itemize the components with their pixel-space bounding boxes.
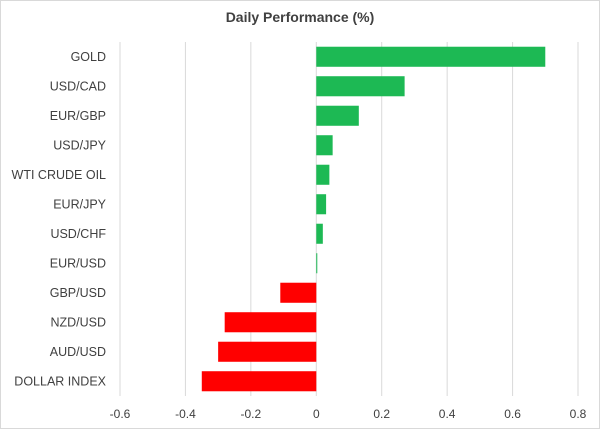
bar bbox=[280, 282, 317, 303]
category-label: USD/JPY bbox=[53, 138, 106, 152]
bars bbox=[201, 46, 546, 392]
x-tick-label: 0 bbox=[313, 407, 320, 421]
bar bbox=[224, 312, 317, 333]
bar bbox=[201, 371, 317, 392]
x-tick-label: -0.6 bbox=[110, 407, 131, 421]
category-label: EUR/USD bbox=[50, 256, 106, 270]
category-labels: GOLD USD/CAD EUR/GBP USD/JPY WTI CRUDE OIL EU… bbox=[12, 50, 107, 389]
bar bbox=[316, 223, 323, 244]
bar bbox=[316, 253, 318, 274]
category-label: GBP/USD bbox=[50, 286, 106, 300]
bar bbox=[316, 135, 333, 156]
category-label: AUD/USD bbox=[50, 345, 106, 359]
category-label: USD/CHF bbox=[50, 227, 106, 241]
bar bbox=[316, 194, 327, 215]
bar bbox=[316, 46, 546, 67]
category-label: DOLLAR INDEX bbox=[14, 374, 106, 388]
category-label: USD/CAD bbox=[50, 79, 106, 93]
bar bbox=[218, 341, 317, 362]
bar bbox=[316, 105, 359, 126]
x-tick-label: -0.4 bbox=[175, 407, 196, 421]
x-tick-label: 0.8 bbox=[570, 407, 587, 421]
category-label: EUR/JPY bbox=[53, 197, 106, 211]
category-label: EUR/GBP bbox=[50, 109, 106, 123]
category-label: NZD/USD bbox=[50, 315, 106, 329]
x-tick-labels: -0.6 -0.4 -0.2 0 0.2 0.4 0.6 0.8 bbox=[110, 407, 587, 421]
category-label: GOLD bbox=[71, 50, 106, 64]
x-tick-label: -0.2 bbox=[241, 407, 262, 421]
bar bbox=[316, 164, 330, 185]
x-tick-label: 0.4 bbox=[439, 407, 456, 421]
category-label: WTI CRUDE OIL bbox=[12, 168, 106, 182]
chart-title: Daily Performance (%) bbox=[226, 9, 375, 25]
gridlines bbox=[119, 42, 579, 396]
x-tick-label: 0.6 bbox=[504, 407, 521, 421]
bar bbox=[316, 76, 405, 97]
x-tick-label: 0.2 bbox=[373, 407, 390, 421]
